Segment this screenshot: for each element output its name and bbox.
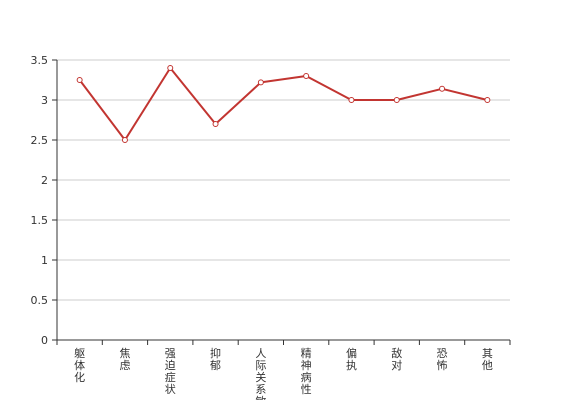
data-point[interactable] [348,97,355,103]
y-tick-label: 3 [41,94,48,107]
y-tick-label: 1.5 [31,214,49,227]
series-line [78,67,488,141]
x-category-label: 强迫症状 [165,347,176,396]
x-category-label: 躯体化 [74,347,85,384]
series-layer [76,65,491,143]
data-point[interactable] [439,85,446,92]
data-point[interactable] [303,73,310,79]
y-tick-label: 2 [41,174,48,187]
y-tick-label: 1 [41,254,48,267]
data-point[interactable] [484,97,491,103]
x-category-label: 抑郁 [210,346,221,372]
x-category-label: 其他 [482,347,493,372]
y-tick-label: 3.5 [31,54,49,67]
y-tick-label: 0.5 [31,294,49,307]
x-category-label: 精神病性 [301,347,312,396]
data-point[interactable] [167,65,174,71]
x-category-label: 焦虑 [119,347,130,372]
y-tick-label: 2.5 [31,134,49,147]
data-point[interactable] [212,121,219,127]
x-category-label: 恐怖 [437,347,448,372]
x-category-label: 人际关系敏感 [255,347,266,400]
data-point[interactable] [393,97,400,103]
x-category-label: 敌对 [391,346,402,372]
y-tick-label: 0 [41,334,48,347]
data-point[interactable] [257,79,264,86]
x-category-label: 偏执 [346,346,357,372]
labels: 0 0.5 1 1.5 2 2.5 3 3.5 躯体化 焦虑 强迫症状 抑郁 人际关系敏感 精神病性 偏执 敌… [31,54,493,400]
data-point[interactable] [76,77,83,83]
axes [52,59,511,345]
data-point[interactable] [121,137,128,143]
grid-lines [57,59,510,301]
